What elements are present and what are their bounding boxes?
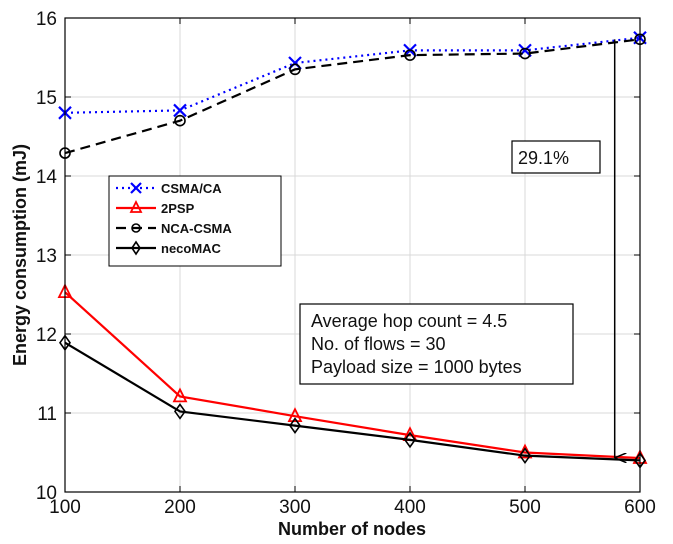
y-tick-label: 16 [36,9,57,30]
data-point-csma-ca [173,103,187,118]
legend-marker-2psp [129,199,143,213]
info-box: Average hop count = 4.5 No. of flows = 3… [299,303,574,385]
reduction-label-box [511,140,601,174]
data-point-2psp [287,407,303,423]
series-line-nca-csma [64,38,641,155]
x-tick-label: 500 [509,497,541,518]
y-tick-label: 13 [36,246,57,267]
data-point-nca-csma [519,47,531,60]
legend-label-necomac: necoMAC [161,241,222,256]
data-point-nca-csma [404,49,416,61]
legend-marker-nca-csma [131,223,141,233]
info-line-flows: No. of flows = 30 [311,334,446,354]
info-line-hop-count: Average hop count = 4.5 [311,311,507,331]
legend-label-2psp: 2PSP [161,201,195,216]
y-tick-label: 15 [36,88,57,109]
data-point-necomac [174,403,186,420]
series-line-necomac [64,341,641,462]
legend: CSMA/CA 2PSP NCA-CSMA necoMAC [108,175,282,267]
axis-ticks [64,17,641,493]
data-point-necomac [289,417,301,435]
legend-label-nca-csma: NCA-CSMA [161,221,232,236]
data-point-necomac [519,447,531,465]
series-line-2psp [64,291,641,460]
data-point-nca-csma [289,63,301,76]
info-box-frame [299,303,574,385]
y-tick-label: 11 [37,404,57,425]
legend-marker-csma-ca [130,182,142,194]
x-tick-label: 600 [624,497,656,518]
legend-marker-necomac [131,240,141,256]
legend-label-csma-ca: CSMA/CA [161,181,222,196]
y-tick-label: 10 [36,483,57,504]
y-tick-label: 14 [36,167,58,188]
data-point-necomac [404,431,416,449]
reduction-annotation: 29.1% [511,39,615,457]
x-tick-label: 400 [394,497,426,518]
data-point-2psp [172,387,188,403]
x-tick-label: 200 [164,497,196,518]
x-tick-label: 300 [279,497,311,518]
x-axis-title: Number of nodes [278,519,426,539]
data-point-nca-csma [174,114,186,127]
y-axis-title: Energy consumption (mJ) [10,144,30,366]
info-line-payload: Payload size = 1000 bytes [311,357,522,377]
y-tick-label: 12 [36,325,57,346]
x-tick-label: 100 [49,497,81,518]
reduction-label: 29.1% [518,148,569,168]
